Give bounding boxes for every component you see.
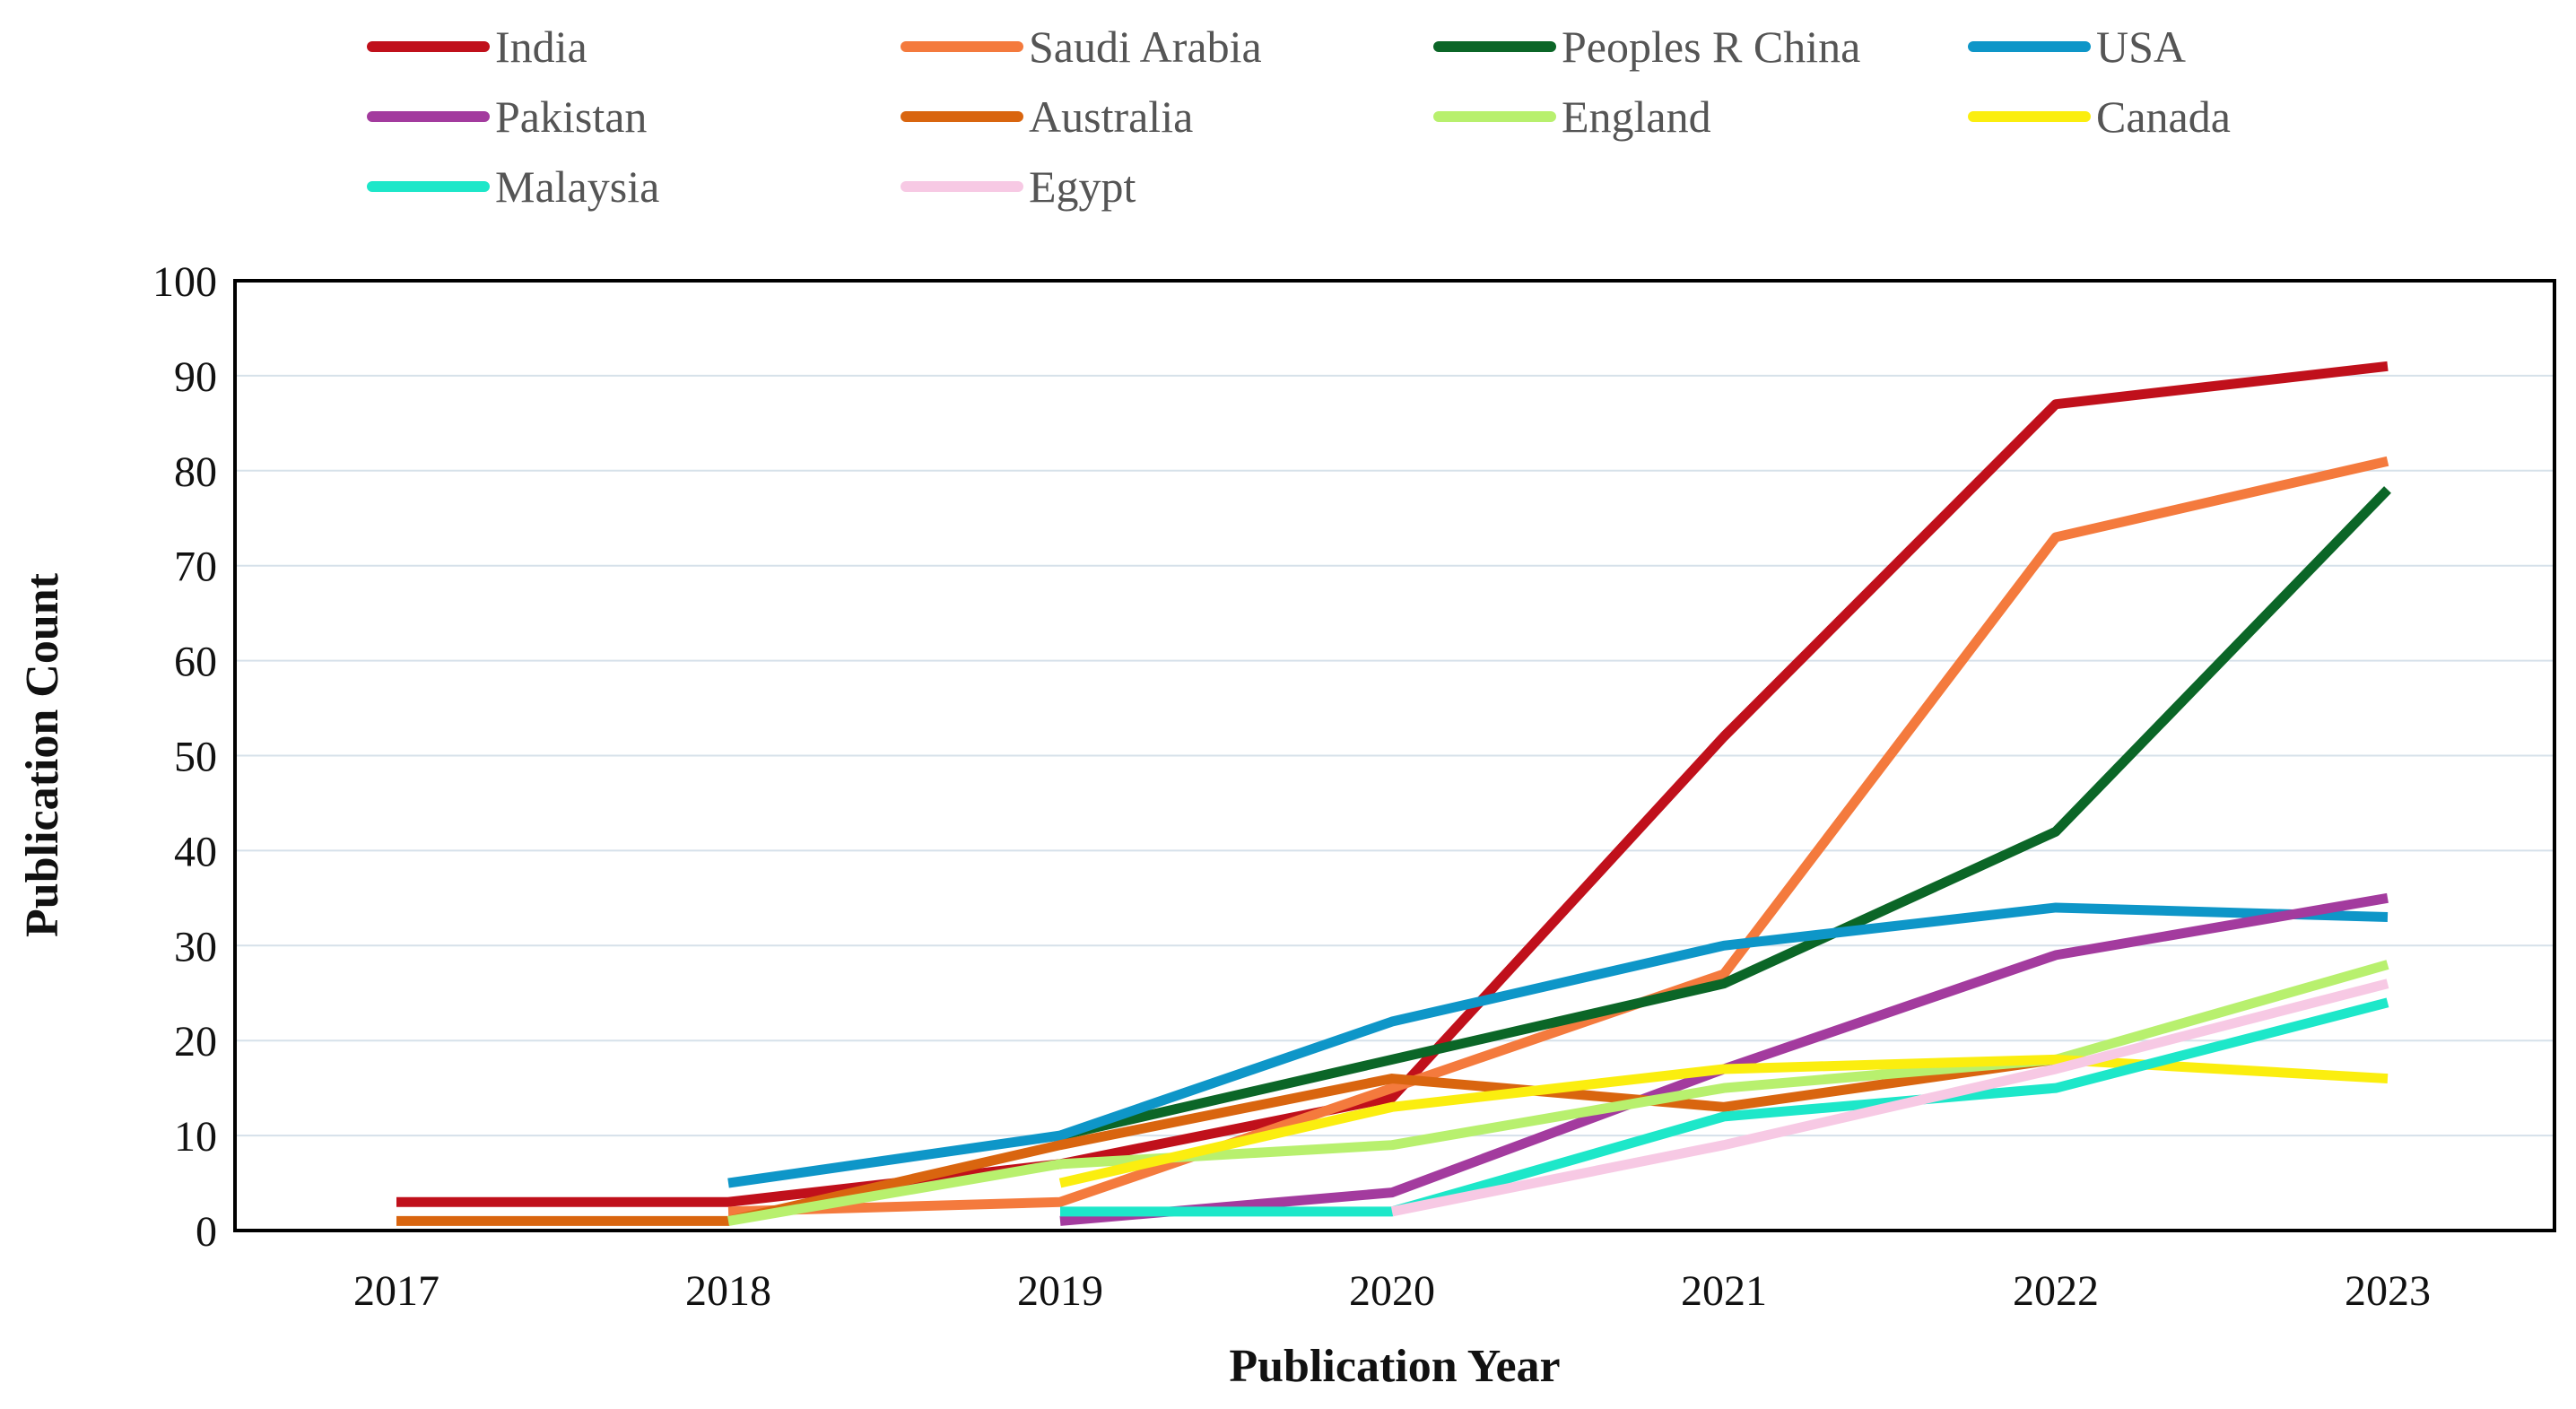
x-tick-label: 2018 bbox=[685, 1267, 771, 1315]
legend-label: USA bbox=[2096, 22, 2186, 72]
y-tick-label: 80 bbox=[174, 448, 217, 496]
series-line-egypt bbox=[1390, 978, 2389, 1217]
series-lines bbox=[396, 361, 2391, 1226]
x-tick-label: 2022 bbox=[2013, 1267, 2099, 1315]
legend-item-canada: Canada bbox=[1968, 91, 2231, 142]
series-line-australia bbox=[396, 1054, 2057, 1226]
legend-item-peoples-r-china: Peoples R China bbox=[1433, 22, 1860, 72]
x-tick-label: 2020 bbox=[1349, 1267, 1435, 1315]
legend-item-usa: USA bbox=[1968, 22, 2186, 72]
series-line-malaysia bbox=[1060, 997, 2389, 1217]
y-tick-label: 100 bbox=[152, 258, 217, 306]
legend-label: Peoples R China bbox=[1562, 22, 1860, 72]
legend-item-malaysia: Malaysia bbox=[367, 161, 659, 212]
y-tick-label: 90 bbox=[174, 353, 217, 401]
legend-label: England bbox=[1562, 91, 1711, 142]
y-tick-label: 60 bbox=[174, 639, 217, 686]
legend-label: Australia bbox=[1029, 91, 1193, 142]
y-axis-title: Publication Count bbox=[17, 572, 68, 937]
legend-label: Egypt bbox=[1029, 161, 1136, 212]
legend-item-australia: Australia bbox=[901, 91, 1193, 142]
legend-label: Malaysia bbox=[495, 161, 659, 212]
legend-label: India bbox=[495, 22, 587, 72]
legend-item-egypt: Egypt bbox=[901, 161, 1136, 212]
legend-item-india: India bbox=[367, 22, 587, 72]
legend-label: Pakistan bbox=[495, 91, 647, 142]
y-tick-label: 40 bbox=[174, 828, 217, 875]
plot-area-frame bbox=[233, 279, 2556, 1232]
x-tick-label: 2017 bbox=[353, 1267, 439, 1315]
legend: India Saudi Arabia Peoples R China USA Pakis… bbox=[367, 22, 2231, 212]
legend-item-saudi-arabia: Saudi Arabia bbox=[901, 22, 1262, 72]
series-line-india bbox=[396, 361, 2389, 1207]
y-tick-label: 10 bbox=[174, 1113, 217, 1161]
series-line-england bbox=[727, 960, 2389, 1226]
legend-item-england: England bbox=[1433, 91, 1711, 142]
y-tick-label: 70 bbox=[174, 544, 217, 591]
y-tick-label: 0 bbox=[196, 1208, 217, 1256]
gridlines bbox=[235, 280, 2554, 1137]
y-tick-label: 20 bbox=[174, 1018, 217, 1065]
series-line-canada bbox=[1058, 1054, 2389, 1188]
x-tick-label: 2021 bbox=[1681, 1267, 1767, 1315]
y-axis-ticks: 0 10 20 30 40 50 60 70 80 90 100 bbox=[152, 258, 217, 1256]
x-tick-label: 2023 bbox=[2345, 1267, 2431, 1315]
x-tick-label: 2019 bbox=[1017, 1267, 1103, 1315]
series-line-saudi-arabia bbox=[727, 456, 2389, 1217]
legend-item-pakistan: Pakistan bbox=[367, 91, 647, 142]
y-tick-label: 50 bbox=[174, 734, 217, 781]
series-line-usa bbox=[727, 902, 2389, 1188]
series-line-peoples-r-china bbox=[1058, 486, 2391, 1141]
x-axis-ticks: 2017 2018 2019 2020 2021 2022 2023 bbox=[353, 1267, 2431, 1315]
y-tick-label: 30 bbox=[174, 923, 217, 970]
legend-label: Saudi Arabia bbox=[1029, 22, 1262, 72]
x-axis-title: Publication Year bbox=[1229, 1341, 1560, 1392]
legend-label: Canada bbox=[2096, 91, 2231, 142]
